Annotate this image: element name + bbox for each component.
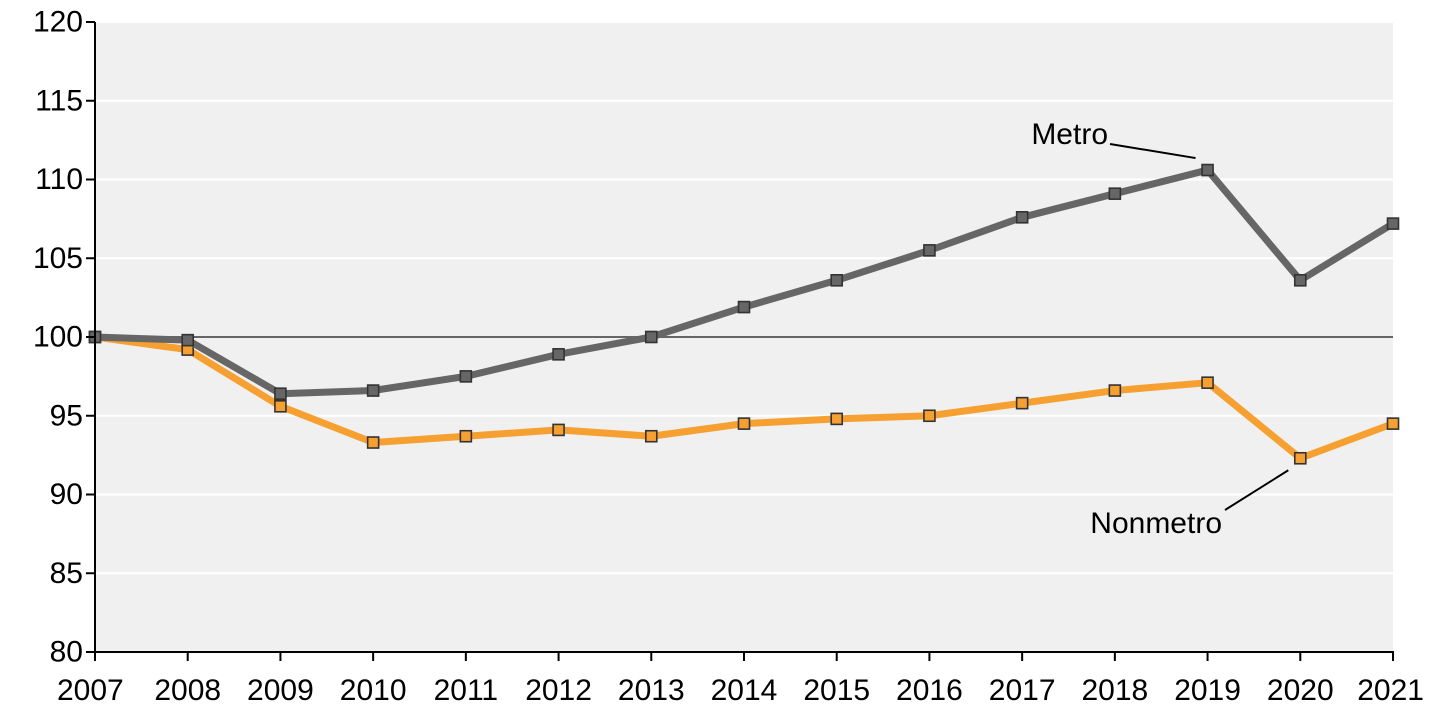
point-nonmetro-2011 [459, 429, 473, 443]
point-metro-2016 [923, 244, 936, 257]
point-metro-2013 [644, 330, 658, 344]
annotation-leader-nonmetro [1224, 469, 1289, 511]
y-tick-label-115: 115 [35, 84, 83, 117]
annotations: Metro Nonmetro [1031, 118, 1289, 540]
x-tick-label-2009: 2009 [247, 674, 314, 707]
y-tick-label-110: 110 [35, 163, 83, 196]
point-nonmetro-2019 [1201, 376, 1214, 389]
x-tick-label-2016: 2016 [896, 674, 963, 707]
point-metro-2020 [1293, 273, 1307, 287]
point-metro-2014 [737, 300, 751, 314]
point-metro-2010 [366, 384, 380, 397]
x-tick-label-2010: 2010 [340, 674, 407, 707]
x-tick-label-2020: 2020 [1267, 674, 1334, 707]
point-metro-2008 [181, 333, 195, 347]
y-tick-label-100: 100 [33, 321, 83, 354]
point-nonmetro-2020 [1293, 451, 1307, 465]
point-metro-2015 [830, 273, 844, 287]
point-nonmetro-2015 [830, 412, 844, 426]
series-nonmetro [88, 330, 1400, 465]
x-tick-label-2012: 2012 [525, 674, 592, 707]
point-nonmetro-2013 [644, 429, 658, 443]
point-nonmetro-2018 [1108, 384, 1122, 397]
point-nonmetro-2012 [552, 423, 565, 437]
y-tick-label-95: 95 [50, 399, 83, 432]
point-nonmetro-2014 [737, 417, 751, 430]
point-metro-2019 [1201, 163, 1214, 177]
axes: 80 85 90 95 100 105 110 115 120 2007 2008 2009 2010 2… [33, 6, 1424, 708]
point-metro-2009 [274, 387, 287, 401]
point-metro-2011 [459, 370, 473, 383]
point-nonmetro-2021 [1386, 417, 1400, 430]
x-tick-label-2015: 2015 [803, 674, 870, 707]
y-tick-label-105: 105 [33, 242, 83, 275]
point-nonmetro-2016 [923, 409, 936, 423]
x-tick-label-2021: 2021 [1357, 674, 1424, 707]
point-metro-2021 [1386, 217, 1400, 230]
x-tick-label-2017: 2017 [989, 674, 1056, 707]
annotation-label-metro: Metro [1031, 118, 1108, 151]
x-tick-label-2018: 2018 [1081, 674, 1148, 707]
point-nonmetro-2009 [274, 399, 287, 413]
point-metro-2012 [552, 348, 565, 361]
x-tick-label-2007: 2007 [57, 674, 124, 707]
annotation-label-nonmetro: Nonmetro [1090, 507, 1222, 540]
x-tick-label-2008: 2008 [154, 674, 221, 707]
point-metro-2018 [1108, 187, 1122, 200]
y-tick-label-90: 90 [50, 478, 83, 511]
y-tick-label-80: 80 [50, 636, 83, 669]
x-tick-label-2019: 2019 [1174, 674, 1241, 707]
series-layer [88, 163, 1400, 465]
annotation-leader-metro [1109, 143, 1196, 160]
point-nonmetro-2017 [1015, 396, 1029, 410]
y-tick-label-85: 85 [50, 557, 83, 590]
point-metro-2017 [1015, 211, 1029, 224]
y-tick-label-120: 120 [33, 6, 83, 39]
point-nonmetro-2010 [366, 436, 380, 449]
x-tick-label-2014: 2014 [711, 674, 778, 707]
x-tick-label-2013: 2013 [618, 674, 685, 707]
x-tick-label-2011: 2011 [434, 674, 499, 707]
